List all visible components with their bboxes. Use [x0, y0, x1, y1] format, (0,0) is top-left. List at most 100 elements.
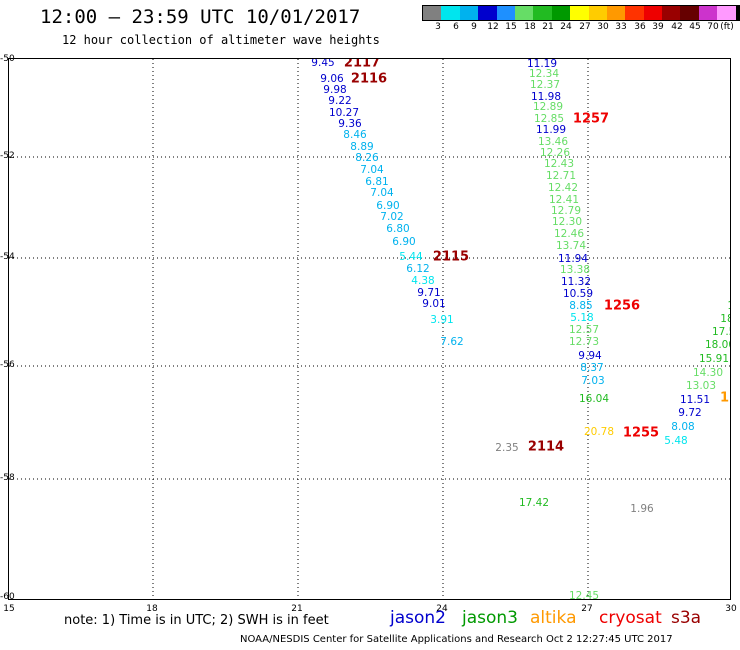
- swh-value: 12.42: [547, 182, 579, 194]
- swh-value: 2.35: [495, 442, 519, 454]
- color-swatch: [735, 6, 740, 20]
- latitude-label: -58: [0, 473, 15, 483]
- swh-value: 7.62: [440, 336, 464, 348]
- swh-value: 15.91: [698, 353, 730, 365]
- swh-value: 20.78: [583, 426, 615, 438]
- swh-value: 11.19: [526, 58, 558, 70]
- swh-value: 17: [727, 300, 730, 312]
- swh-value: 9.45: [311, 58, 335, 69]
- longitude-label: 27: [581, 604, 593, 614]
- swh-value: 16.04: [578, 393, 610, 405]
- scale-label: 3: [435, 22, 441, 32]
- satellite-jason2: jason2: [390, 608, 446, 628]
- swh-value: 11.32: [560, 276, 592, 288]
- swh-value: 4.38: [411, 275, 435, 287]
- pass-number: 1257: [572, 111, 610, 127]
- swh-value: 17.59: [711, 326, 730, 338]
- swh-value: 8.08: [671, 421, 695, 433]
- swh-value: 9.71: [417, 287, 441, 299]
- swh-value: 6.90: [392, 236, 416, 248]
- color-swatch: [459, 6, 479, 20]
- swh-value: 12.71: [545, 170, 577, 182]
- pass-number: 2115: [432, 249, 470, 265]
- satellite-jason3: jason3: [462, 608, 518, 628]
- latitude-label: -50: [0, 54, 15, 64]
- scale-label: 24: [560, 22, 572, 32]
- swh-value: 6.80: [386, 223, 410, 235]
- scale-label: 33: [615, 22, 627, 32]
- color-swatch: [625, 6, 644, 20]
- swh-value: 12.73: [568, 336, 600, 348]
- swh-value: 18: [729, 288, 730, 300]
- scale-label: 9: [471, 22, 477, 32]
- scale-label: 27: [579, 22, 591, 32]
- color-swatch: [441, 6, 460, 20]
- swh-value: 13.03: [685, 380, 717, 392]
- longitude-label: 18: [146, 604, 158, 614]
- scale-label: 30: [597, 22, 609, 32]
- swh-value: 12.26: [539, 147, 571, 159]
- pass-number: 1255: [622, 425, 660, 441]
- swh-value: 7.03: [581, 375, 605, 387]
- swh-value: 12.79: [550, 205, 582, 217]
- latitude-label: -56: [0, 360, 15, 370]
- color-swatch: [533, 6, 552, 20]
- color-swatch: [717, 6, 736, 20]
- swh-value: 12.30: [551, 216, 583, 228]
- swh-value: 9.06: [320, 73, 344, 85]
- swh-value: 12.57: [568, 324, 600, 336]
- scale-label: 21: [542, 22, 554, 32]
- swh-value: 7.04: [360, 164, 384, 176]
- map-grid: [9, 59, 730, 599]
- footnote: note: 1) Time is in UTC; 2) SWH is in fe…: [64, 613, 329, 628]
- pass-number: 1256: [603, 298, 641, 314]
- swh-value: 3.91: [430, 314, 454, 326]
- swh-value: 12.85: [533, 113, 565, 125]
- swh-value: 5.18: [570, 312, 594, 324]
- color-swatch: [606, 6, 626, 20]
- color-swatch: [588, 6, 607, 20]
- scale-label: 18: [524, 22, 536, 32]
- scale-label: 12: [487, 22, 499, 32]
- swh-value: 7.04: [370, 187, 394, 199]
- swh-value: 10.59: [562, 288, 594, 300]
- page-subtitle: 12 hour collection of altimeter wave hei…: [62, 33, 380, 47]
- swh-value: 9.94: [578, 350, 602, 362]
- swh-value: 12.45: [568, 590, 600, 600]
- swh-value: 11.99: [535, 124, 567, 136]
- swh-value: 9.36: [338, 118, 362, 130]
- swh-value: 13.38: [559, 264, 591, 276]
- swh-value: 5.48: [664, 435, 688, 447]
- swh-value: 8.89: [350, 141, 374, 153]
- swh-value: 18.3: [720, 313, 730, 325]
- longitude-label: 21: [291, 604, 303, 614]
- swh-value: 9.72: [678, 407, 702, 419]
- swh-value: 12.89: [532, 101, 564, 113]
- pass-number: 2114: [527, 439, 565, 455]
- scale-label: 15: [505, 22, 517, 32]
- latitude-label: -52: [0, 151, 15, 161]
- longitude-label: 24: [436, 604, 448, 614]
- pass-number: 2117: [343, 58, 381, 71]
- swh-value: 7.02: [380, 211, 404, 223]
- scale-label: 42: [671, 22, 683, 32]
- swh-value: 12.34: [528, 68, 560, 80]
- scale-unit: (ft): [720, 22, 734, 32]
- swh-value: 10.27: [328, 107, 360, 119]
- color-swatch: [551, 6, 571, 20]
- color-swatch: [643, 6, 663, 20]
- swh-value: 13.46: [537, 136, 569, 148]
- color-swatch: [662, 6, 681, 20]
- color-swatch: [514, 6, 534, 20]
- swh-value: 8.37: [580, 362, 604, 374]
- pass-number: 15: [719, 390, 730, 406]
- swh-value: 9.98: [323, 84, 347, 96]
- swh-value: 14.30: [692, 367, 724, 379]
- swh-value: 6.90: [376, 200, 400, 212]
- pass-number: 2116: [350, 71, 388, 87]
- scale-label: 70: [707, 22, 719, 32]
- swh-value: 5.44: [399, 251, 423, 263]
- swh-value: 6.12: [406, 263, 430, 275]
- swh-value: 13.74: [555, 240, 587, 252]
- color-swatch: [496, 6, 515, 20]
